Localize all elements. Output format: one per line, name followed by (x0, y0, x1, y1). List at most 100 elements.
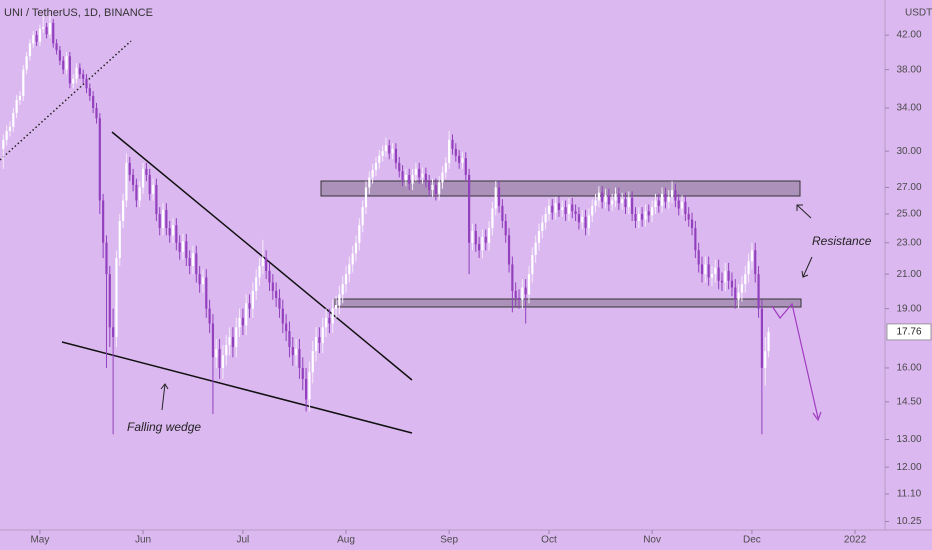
candle-body (2, 139, 5, 149)
candle-body (102, 200, 105, 243)
arrow (796, 204, 812, 219)
candle-body (92, 96, 95, 108)
y-tick-label: 34.00 (896, 103, 921, 114)
candle-body (760, 308, 763, 368)
candle-body (657, 200, 660, 206)
y-tick-label: 11.10 (897, 489, 922, 500)
candle-body (185, 241, 188, 259)
candle-body (474, 230, 477, 245)
candle-body (697, 250, 700, 265)
candle-body (205, 277, 208, 309)
candle-body (311, 351, 314, 373)
candle-body (288, 331, 291, 348)
candle-body (714, 267, 717, 275)
candle-body (541, 222, 544, 231)
candle-body (62, 60, 65, 70)
candle-body (554, 203, 557, 213)
candle-body (434, 184, 437, 194)
projection-arrowhead (812, 411, 822, 422)
drawings (0, 40, 822, 434)
candle-body (684, 201, 687, 215)
candle-body (551, 205, 554, 213)
candle-body (767, 331, 770, 352)
candle-body (491, 208, 494, 229)
candle-body (295, 349, 298, 356)
candle-body (438, 182, 441, 194)
candle-body (464, 158, 467, 175)
candle-body (764, 351, 767, 368)
candle-body (265, 258, 268, 271)
candle-body (344, 274, 348, 285)
candle-body (694, 228, 697, 251)
candle-body (304, 378, 308, 400)
candle-body (28, 43, 32, 57)
candle-body (248, 303, 251, 309)
candles (2, 15, 770, 435)
candle-body (291, 347, 294, 356)
candle-body (275, 290, 278, 298)
candle-body (258, 266, 261, 278)
candle-body (564, 207, 567, 215)
axis: 42.00 38.00 34.00 30.00 27.00 25.00 23.00 21.00… (30, 30, 932, 546)
candle-body (55, 43, 58, 51)
arrow (161, 383, 166, 411)
x-tick-label: Sep (440, 535, 458, 546)
candle-body (58, 50, 61, 61)
candle-body (647, 211, 650, 216)
candle-body (235, 327, 238, 348)
candle-body (338, 294, 341, 306)
candle-body (175, 225, 178, 243)
candle-body (15, 99, 18, 114)
candle-body (401, 171, 404, 180)
trend-line (0, 40, 132, 161)
candle-body (414, 168, 417, 175)
candle-body (611, 200, 614, 205)
candle-body (334, 305, 338, 309)
arrow (802, 256, 813, 278)
candle-body (591, 205, 594, 216)
y-tick-label: 16.00 (896, 363, 921, 374)
y-tick-label: 42.00 (896, 30, 921, 41)
annotation: Falling wedge (127, 420, 201, 434)
candle-body (584, 216, 587, 229)
candle-body (631, 197, 634, 215)
candle-body (744, 274, 747, 285)
y-tick-label: 13.00 (896, 434, 921, 445)
arrowhead (801, 270, 809, 278)
candle-body (621, 199, 624, 204)
candle-body (148, 174, 151, 194)
candle-body (527, 274, 531, 295)
candle-body (740, 284, 744, 293)
candle-body (374, 162, 378, 171)
candle-body (624, 199, 627, 208)
candle-body (364, 187, 368, 208)
candle-body (268, 270, 271, 283)
candle-body (431, 184, 434, 191)
candle-body (221, 355, 225, 368)
candle-body (664, 193, 667, 202)
candle-body (391, 148, 394, 154)
candle-body (351, 253, 354, 265)
y-tick-label: 23.00 (896, 237, 921, 248)
projection-path (771, 302, 819, 419)
candle-body (471, 230, 474, 243)
candle-body (331, 308, 334, 324)
candle-body (358, 225, 361, 243)
candle-body (601, 192, 604, 202)
y-tick-label: 12.00 (896, 462, 921, 473)
candle-body (587, 215, 590, 229)
candle-body (458, 155, 461, 163)
candle-body (378, 155, 381, 163)
candle-body (634, 214, 637, 221)
candle-body (85, 78, 88, 89)
candle-body (225, 344, 228, 356)
candle-body (228, 337, 231, 345)
last-price-box (886, 323, 932, 341)
y-tick-label: 21.00 (896, 269, 921, 280)
candle-body (617, 193, 620, 204)
candle-body (398, 162, 401, 172)
candle-body (557, 203, 561, 210)
candle-body (571, 204, 574, 212)
candle-body (730, 280, 734, 288)
x-tick-label: Jul (236, 535, 249, 546)
